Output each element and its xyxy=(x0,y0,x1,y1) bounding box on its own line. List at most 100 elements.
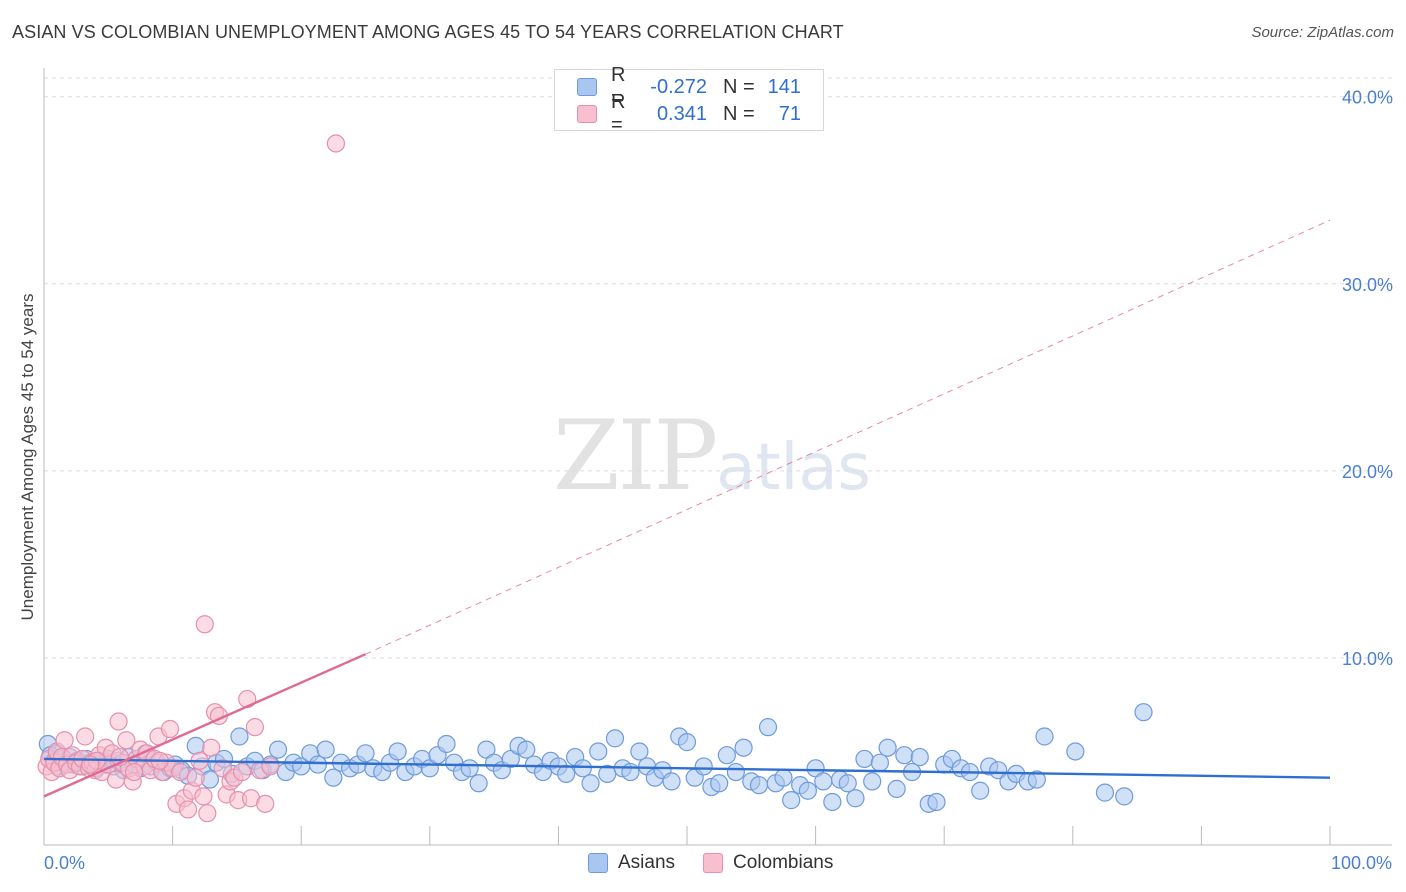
legend-swatch-asians xyxy=(577,78,597,96)
legend-n-value: 141 xyxy=(767,75,801,98)
chart-title: ASIAN VS COLOMBIAN UNEMPLOYMENT AMONG AG… xyxy=(12,22,844,42)
data-point xyxy=(356,744,375,763)
data-point xyxy=(782,791,801,810)
data-point xyxy=(677,733,697,752)
y-tick-label: 20.0% xyxy=(1342,462,1393,482)
series-legend-label-colombians: Colombians xyxy=(733,852,834,873)
data-point xyxy=(55,731,74,750)
data-point xyxy=(870,753,890,772)
tick-labels: 10.0% 20.0% 30.0% 40.0% 0.0% 100.0% xyxy=(44,88,1393,873)
legend-n-label: N = xyxy=(723,102,755,125)
series-legend-colombians[interactable]: Colombians xyxy=(703,852,833,874)
data-point xyxy=(895,746,914,765)
data-point xyxy=(171,762,190,782)
data-point xyxy=(460,759,479,778)
data-point xyxy=(717,746,736,765)
legend-n-value: 71 xyxy=(778,102,801,125)
data-point xyxy=(814,772,833,791)
data-point xyxy=(195,615,214,634)
data-point xyxy=(186,768,205,787)
data-point xyxy=(605,729,625,748)
data-point xyxy=(557,764,576,784)
data-point xyxy=(758,718,778,737)
y-axis-label: Unemployment Among Ages 45 to 54 years xyxy=(18,294,37,621)
data-point xyxy=(846,789,865,808)
data-point xyxy=(710,774,729,793)
data-point xyxy=(621,762,640,782)
data-point xyxy=(989,761,1008,780)
y-tick-label: 40.0% xyxy=(1342,88,1393,108)
data-point xyxy=(910,747,929,767)
data-point xyxy=(1115,787,1134,806)
data-point xyxy=(517,740,536,759)
data-point xyxy=(1035,727,1054,746)
series-legend-swatch-asians xyxy=(588,853,608,873)
data-point xyxy=(863,772,882,791)
trend-line xyxy=(43,653,366,798)
data-point xyxy=(1134,703,1153,722)
data-point xyxy=(308,755,328,774)
trend-line-extension xyxy=(365,219,1331,655)
legend-n-label: N = xyxy=(723,75,755,98)
series-legend: Asians Colombians xyxy=(588,852,861,874)
data-point xyxy=(178,800,198,819)
data-point xyxy=(109,712,128,731)
data-point xyxy=(734,738,753,757)
data-point xyxy=(971,781,990,800)
data-point xyxy=(726,762,745,782)
y-tick-label: 30.0% xyxy=(1342,275,1393,295)
data-point xyxy=(326,134,346,153)
series-legend-swatch-colombians xyxy=(703,853,724,873)
data-point xyxy=(589,742,608,761)
data-point xyxy=(186,736,205,755)
data-point xyxy=(261,757,280,776)
legend-row-colombians: R = 0.341 N = 71 xyxy=(577,91,801,136)
data-point xyxy=(1027,770,1046,789)
data-point xyxy=(573,759,592,778)
source-label: Source: ZipAtlas.com xyxy=(1251,24,1394,41)
data-point xyxy=(76,727,95,746)
watermark-atlas: atlas xyxy=(716,431,871,505)
data-point xyxy=(256,794,275,813)
data-point xyxy=(749,776,769,795)
data-point xyxy=(202,738,221,757)
data-point xyxy=(198,804,217,823)
x-tick-label: 0.0% xyxy=(44,853,85,873)
series-legend-asians[interactable]: Asians xyxy=(588,852,675,874)
data-point xyxy=(1066,742,1085,761)
data-point xyxy=(887,779,906,798)
data-point xyxy=(245,718,265,737)
data-point xyxy=(823,792,842,812)
legend-r-value: 0.341 xyxy=(656,102,707,125)
legend-r-value: -0.272 xyxy=(650,75,707,98)
legend-r-label: R = xyxy=(611,64,626,109)
legend-r-label: R = xyxy=(611,91,626,136)
data-point xyxy=(388,742,407,761)
data-point xyxy=(117,731,136,750)
data-point xyxy=(230,727,249,746)
data-point xyxy=(927,792,946,812)
data-point xyxy=(316,740,335,759)
series-legend-label-asians: Asians xyxy=(618,852,676,873)
data-point xyxy=(855,749,874,769)
watermark: ZIPatlas xyxy=(553,400,871,512)
data-point xyxy=(268,740,288,759)
data-point xyxy=(878,738,897,757)
data-point xyxy=(469,774,488,793)
watermark-zip: ZIP xyxy=(553,400,718,512)
data-point xyxy=(160,719,180,739)
y-tick-label: 10.0% xyxy=(1342,649,1393,669)
axes xyxy=(43,68,1392,846)
data-point xyxy=(798,781,817,800)
correlation-legend: R = -0.272 N = 141 R = 0.341 N = 71 xyxy=(554,64,824,136)
data-point xyxy=(662,772,681,791)
legend-swatch-colombians xyxy=(577,105,597,123)
data-point xyxy=(774,768,793,787)
data-point xyxy=(838,774,857,793)
data-point xyxy=(324,768,343,787)
trend-lines xyxy=(43,219,1331,798)
data-point xyxy=(194,787,213,806)
data-point xyxy=(232,762,252,782)
grid-lines xyxy=(44,77,1392,659)
